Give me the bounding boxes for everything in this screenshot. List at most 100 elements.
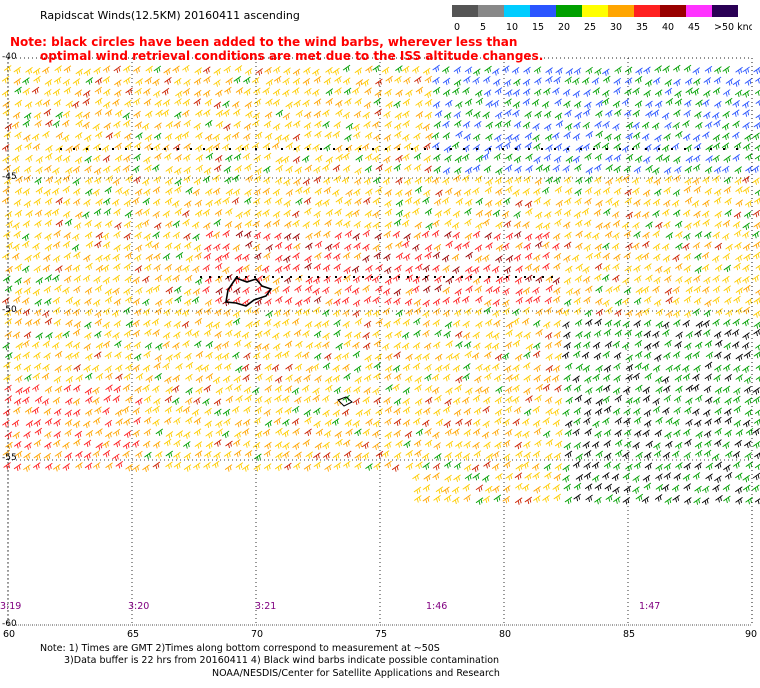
wind-barb bbox=[623, 252, 632, 260]
wind-barb bbox=[55, 197, 64, 205]
wind-barb bbox=[672, 418, 680, 427]
wind-barb bbox=[453, 409, 462, 417]
wind-barb bbox=[414, 398, 423, 406]
wind-barb bbox=[2, 100, 10, 109]
wind-barb bbox=[383, 253, 391, 262]
wind-barb bbox=[101, 264, 110, 272]
wind-barb bbox=[654, 134, 662, 143]
wind-barb bbox=[523, 242, 532, 251]
wind-barb bbox=[153, 175, 161, 184]
wind-barb bbox=[585, 285, 593, 294]
wind-barb bbox=[64, 429, 72, 437]
wind-barb bbox=[743, 284, 751, 293]
wind-barb bbox=[672, 64, 681, 73]
wind-barb bbox=[623, 408, 631, 416]
wind-barb bbox=[453, 474, 461, 482]
wind-barb bbox=[384, 165, 393, 174]
wind-barb bbox=[154, 122, 162, 130]
wind-barb bbox=[282, 77, 290, 86]
wind-barb bbox=[455, 418, 463, 427]
wind-barb bbox=[704, 121, 713, 129]
wind-barb bbox=[102, 307, 111, 316]
wind-barb bbox=[414, 384, 422, 392]
wind-barb bbox=[593, 330, 602, 338]
wind-barb bbox=[442, 373, 451, 382]
wind-barb bbox=[54, 450, 63, 459]
wind-barb bbox=[395, 89, 403, 97]
wind-barb bbox=[502, 418, 510, 427]
wind-barb bbox=[125, 87, 133, 96]
wind-barb bbox=[503, 365, 512, 373]
wind-barb bbox=[732, 154, 740, 162]
wind-barb bbox=[523, 374, 531, 383]
wind-barb bbox=[53, 76, 62, 85]
wind-barb bbox=[423, 285, 431, 294]
wind-barb bbox=[515, 265, 523, 273]
wind-barb bbox=[583, 450, 592, 458]
wind-barb bbox=[44, 197, 53, 206]
wind-barb bbox=[72, 78, 81, 86]
wind-barb bbox=[723, 176, 732, 184]
wind-barb bbox=[621, 98, 630, 106]
wind-barb bbox=[402, 240, 410, 249]
wind-barb bbox=[182, 88, 191, 96]
wind-barb bbox=[464, 98, 473, 107]
wind-barb bbox=[714, 461, 723, 469]
wind-barb bbox=[595, 222, 603, 230]
wind-barb bbox=[335, 342, 343, 351]
wind-barb bbox=[533, 364, 542, 373]
wind-barb bbox=[45, 462, 53, 471]
wind-barb bbox=[114, 89, 122, 98]
wind-barb bbox=[243, 352, 251, 360]
wind-barb bbox=[423, 155, 432, 163]
wind-barb bbox=[491, 265, 500, 274]
wind-barb bbox=[574, 164, 582, 172]
wind-barb bbox=[205, 230, 214, 239]
footer-note-1: Note: 1) Times are GMT 2)Times along bot… bbox=[40, 643, 440, 654]
wind-barb bbox=[524, 111, 532, 119]
wind-barb bbox=[282, 418, 290, 427]
wind-barb bbox=[591, 474, 600, 483]
wind-barb bbox=[684, 165, 693, 174]
wind-barb bbox=[54, 65, 62, 73]
wind-barb bbox=[461, 295, 470, 304]
wind-barb bbox=[475, 222, 483, 230]
wind-barb bbox=[525, 343, 534, 351]
wind-barb bbox=[475, 197, 484, 206]
wind-barb bbox=[174, 308, 183, 316]
wind-barb bbox=[643, 351, 652, 360]
wind-barb bbox=[44, 164, 52, 173]
wind-barb bbox=[243, 386, 252, 394]
wind-barb bbox=[754, 452, 760, 460]
wind-barb bbox=[335, 196, 344, 205]
wind-barb bbox=[395, 440, 403, 448]
wind-barb bbox=[655, 320, 664, 329]
wind-barb bbox=[102, 449, 111, 458]
colorbar-swatch bbox=[452, 5, 478, 17]
wind-barb bbox=[2, 108, 11, 117]
wind-barb bbox=[115, 461, 124, 469]
wind-barb bbox=[102, 321, 111, 329]
wind-barb bbox=[533, 485, 541, 494]
wind-barb bbox=[572, 90, 581, 98]
wind-barb bbox=[752, 230, 760, 239]
wind-barb bbox=[425, 222, 433, 231]
wind-barb bbox=[595, 297, 603, 306]
wind-barb bbox=[475, 320, 483, 329]
wind-barb bbox=[65, 100, 74, 109]
wind-barb bbox=[285, 142, 294, 150]
wind-barb bbox=[494, 353, 503, 362]
wind-barb bbox=[13, 406, 21, 415]
wind-barb bbox=[103, 208, 112, 216]
wind-barb bbox=[485, 242, 493, 250]
wind-barb bbox=[375, 264, 383, 272]
wind-barb bbox=[324, 131, 332, 140]
wind-barb bbox=[402, 120, 410, 128]
wind-barb bbox=[202, 264, 211, 272]
wind-barb bbox=[352, 209, 360, 217]
wind-barb bbox=[505, 321, 514, 329]
wind-barb bbox=[142, 208, 151, 216]
wind-barb bbox=[73, 251, 81, 260]
wind-barb bbox=[602, 120, 610, 129]
wind-barb bbox=[32, 143, 41, 151]
